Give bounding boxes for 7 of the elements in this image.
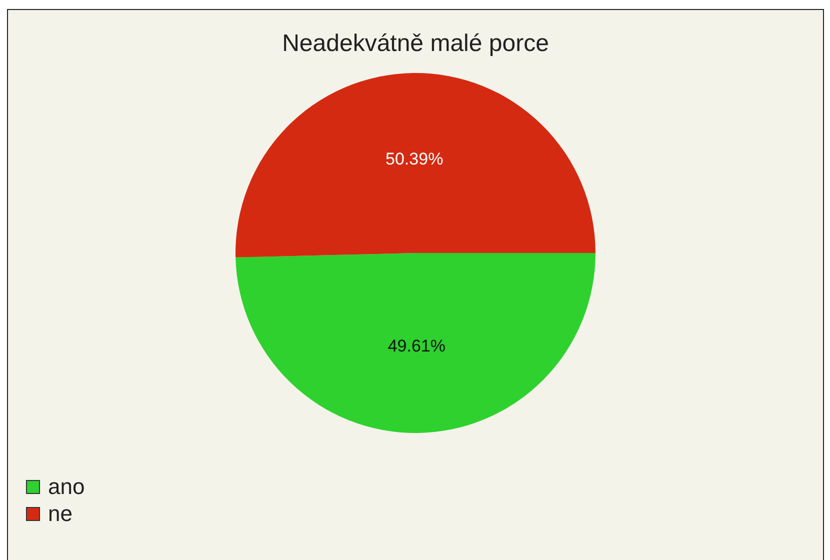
data-label: 50.39% (386, 149, 444, 168)
legend-label: ne (48, 501, 72, 526)
pie-slice (236, 253, 596, 433)
chart-title: Neadekvátně malé porce (282, 30, 549, 57)
data-label: 49.61% (388, 336, 446, 356)
pie-slice (236, 73, 596, 258)
legend-label: ano (48, 474, 85, 499)
